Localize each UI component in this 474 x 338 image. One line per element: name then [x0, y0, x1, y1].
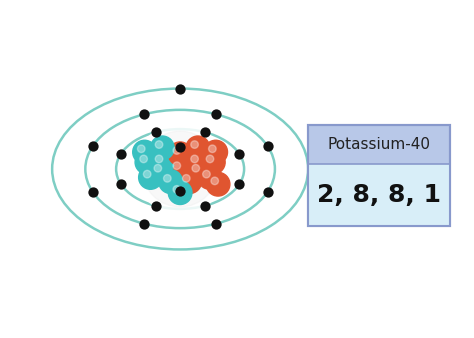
- Text: Potassium-40: Potassium-40: [328, 137, 431, 152]
- Bar: [308, 164, 450, 226]
- Circle shape: [168, 142, 192, 166]
- Circle shape: [137, 145, 145, 152]
- Circle shape: [135, 124, 225, 214]
- Point: [236, 182, 243, 187]
- Circle shape: [164, 174, 171, 182]
- Circle shape: [135, 150, 159, 174]
- Point: [176, 188, 184, 194]
- Circle shape: [168, 157, 192, 181]
- Circle shape: [191, 155, 198, 163]
- Circle shape: [159, 170, 182, 194]
- Circle shape: [186, 150, 210, 174]
- Circle shape: [206, 155, 214, 163]
- Circle shape: [191, 141, 198, 148]
- Point: [176, 86, 184, 91]
- Circle shape: [155, 141, 163, 148]
- Point: [89, 189, 96, 194]
- Circle shape: [173, 147, 181, 154]
- Circle shape: [182, 174, 190, 182]
- Point: [140, 112, 147, 117]
- Circle shape: [206, 172, 230, 196]
- Circle shape: [187, 160, 211, 184]
- Point: [89, 144, 96, 149]
- Point: [236, 151, 243, 156]
- Circle shape: [202, 170, 210, 178]
- Circle shape: [155, 155, 163, 163]
- Point: [152, 129, 159, 135]
- Circle shape: [143, 170, 151, 178]
- Point: [201, 203, 209, 209]
- Text: 2, 8, 8, 1: 2, 8, 8, 1: [317, 183, 441, 207]
- Circle shape: [209, 145, 216, 152]
- Circle shape: [154, 164, 162, 172]
- Point: [213, 112, 220, 117]
- Circle shape: [211, 177, 219, 185]
- Circle shape: [173, 186, 181, 193]
- Point: [152, 203, 159, 209]
- Circle shape: [142, 131, 218, 207]
- Point: [201, 129, 209, 135]
- Circle shape: [201, 150, 225, 174]
- Circle shape: [178, 170, 201, 194]
- Circle shape: [149, 160, 173, 184]
- Circle shape: [204, 140, 228, 164]
- FancyBboxPatch shape: [308, 125, 450, 226]
- Circle shape: [133, 140, 156, 164]
- Circle shape: [192, 164, 200, 172]
- Circle shape: [140, 155, 147, 163]
- Point: [176, 144, 184, 150]
- Point: [264, 189, 272, 194]
- Point: [117, 151, 125, 156]
- Circle shape: [151, 150, 174, 174]
- Circle shape: [138, 166, 162, 189]
- Circle shape: [198, 166, 222, 189]
- Point: [117, 182, 125, 187]
- Point: [213, 221, 220, 226]
- Point: [264, 144, 272, 149]
- Circle shape: [186, 136, 210, 160]
- Point: [140, 221, 147, 226]
- Circle shape: [151, 136, 174, 160]
- Circle shape: [173, 162, 181, 169]
- Circle shape: [168, 181, 192, 204]
